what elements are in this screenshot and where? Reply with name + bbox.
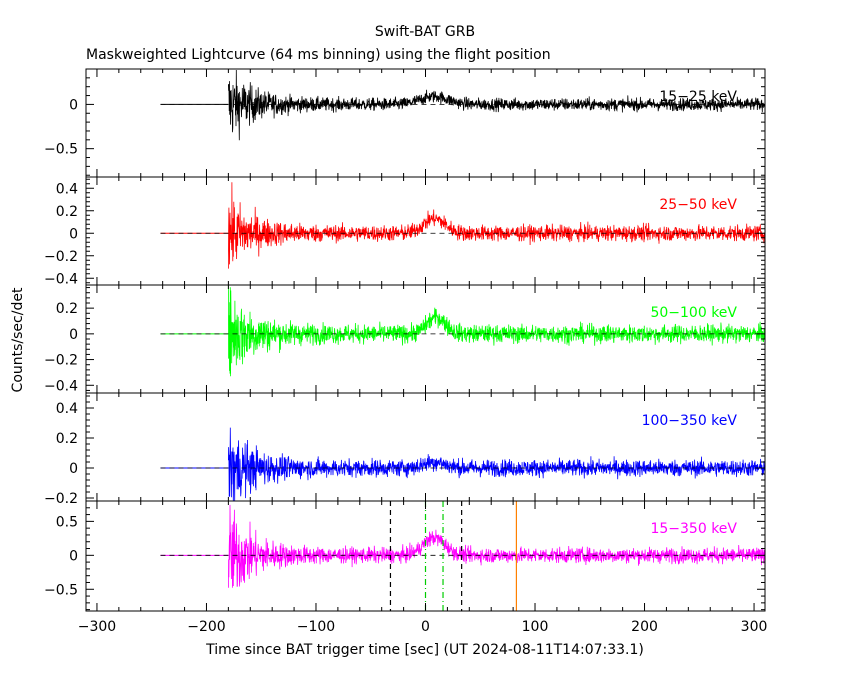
band-label: 50−100 keV (650, 305, 737, 321)
y-tick-label: −0.5 (44, 142, 78, 158)
panel-1: −0.5 0 15−25 keV (44, 68, 766, 178)
lightcurve-trace (228, 182, 765, 269)
band-label: 15−25 keV (659, 89, 737, 105)
y-tick-label: 0.4 (56, 181, 78, 197)
y-tick-label: 0 (69, 461, 78, 477)
y-tick-label: −0.2 (44, 491, 78, 507)
y-tick-label: 0.2 (56, 204, 78, 220)
panel-frame (85, 68, 766, 178)
y-axis-label: Counts/sec/det (10, 287, 26, 392)
panel-2: −0.4 −0.2 0 0.2 0.4 25−50 keV (44, 176, 766, 287)
y-tick-label: 0 (69, 548, 78, 564)
series-25-50-keV (160, 182, 765, 269)
panel-5: −0.5 0 0.5 −300 −200 −100 0 100 200 300 15−350 keV (44, 500, 768, 635)
y-tick-label: 0.5 (56, 514, 78, 530)
band-label: 100−350 keV (642, 413, 738, 429)
figure-title: Swift-BAT GRB (375, 24, 475, 40)
y-tick-label: 0.4 (56, 401, 78, 417)
series-15-350-keV (160, 504, 765, 588)
y-tick-label: 0 (69, 226, 78, 242)
y-tick-label: −0.2 (44, 353, 78, 369)
x-tick-label: 200 (631, 619, 658, 635)
figure-subtitle: Maskweighted Lightcurve (64 ms binning) … (86, 47, 551, 63)
lightcurve-trace (228, 285, 765, 377)
panel-frame (85, 392, 766, 502)
y-tick-label: 0.2 (56, 301, 78, 317)
lightcurve-trace (228, 504, 765, 588)
series-15-25-keV (160, 69, 765, 141)
x-axis-label: Time since BAT trigger time [sec] (UT 20… (205, 642, 644, 658)
series-50-100-keV (160, 285, 765, 377)
y-tick-label: 0 (69, 97, 78, 113)
panel-4: −0.2 0 0.2 0.4 100−350 keV (44, 392, 766, 507)
y-tick-label: −0.4 (44, 271, 78, 287)
x-tick-label: −100 (297, 619, 335, 635)
x-tick-label: −300 (78, 619, 116, 635)
y-tick-label: 0.2 (56, 431, 78, 447)
panel-3: −0.4 −0.2 0 0.2 50−100 keV (44, 284, 766, 394)
lightcurve-trace (228, 427, 765, 501)
band-label: 15−350 keV (650, 521, 737, 537)
y-tick-label: −0.4 (44, 378, 78, 394)
lightcurve-trace (228, 69, 765, 141)
x-tick-label: 100 (522, 619, 549, 635)
x-tick-label: −200 (187, 619, 225, 635)
y-tick-label: −0.2 (44, 249, 78, 265)
x-tick-label: 0 (421, 619, 430, 635)
x-tick-label: 300 (741, 619, 768, 635)
band-label: 25−50 keV (659, 197, 737, 213)
y-tick-label: −0.5 (44, 582, 78, 598)
y-tick-label: 0 (69, 327, 78, 343)
series-100-350-keV (160, 427, 765, 501)
